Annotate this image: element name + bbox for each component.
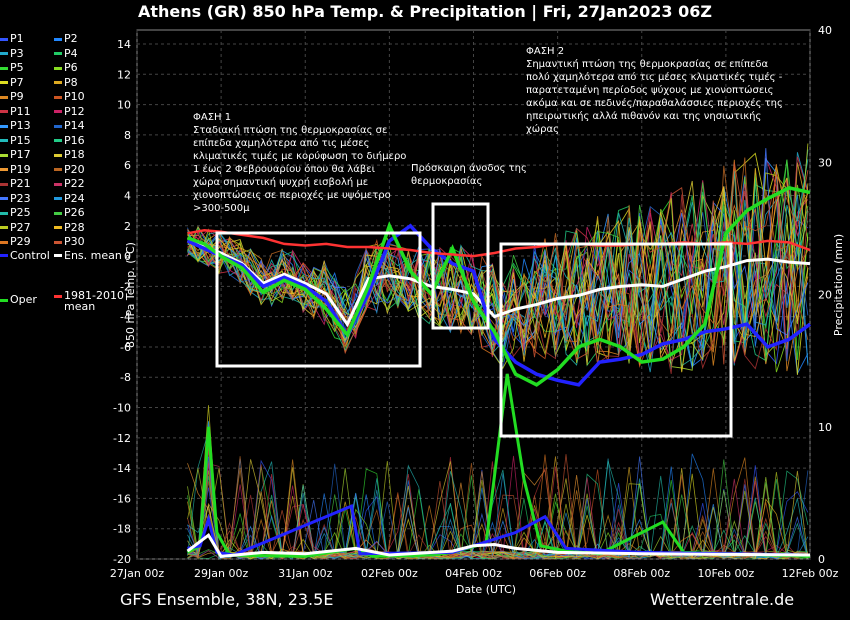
y-tick-label: -8	[120, 371, 131, 384]
x-tick-label: 08Feb 00z	[613, 567, 670, 580]
series-line	[186, 186, 811, 387]
y2-tick-label: 0	[818, 553, 825, 566]
mid-annotation: Πρόσκαιρη άνοδος της θερμοκρασίας	[411, 163, 527, 187]
legend-item: P10	[54, 90, 85, 103]
legend-item: P29	[0, 235, 31, 248]
y-tick-label: 2	[124, 220, 131, 233]
y2-tick-label: 10	[818, 421, 832, 434]
series-line	[186, 223, 812, 387]
legend-item: P24	[54, 192, 85, 205]
annotation-boxes	[215, 202, 733, 438]
y-tick-label: 6	[124, 159, 131, 172]
y2-axis-label: Precipitation (mm)	[832, 234, 845, 336]
y-tick-label: -14	[113, 462, 131, 475]
y-tick-label: 4	[124, 189, 131, 202]
chart-title: Athens (GR) 850 hPa Temp. & Precipitatio…	[138, 2, 712, 21]
main-series	[186, 186, 812, 558]
legend-item: P4	[54, 47, 78, 60]
legend-item: P22	[54, 177, 85, 190]
phase1-box	[215, 231, 422, 368]
x-axis-label: Date (UTC)	[456, 583, 516, 596]
x-tick-label: 29Jan 00z	[194, 567, 248, 580]
x-tick-label: 10Feb 00z	[698, 567, 755, 580]
y-tick-label: -16	[113, 492, 131, 505]
legend-item: P21	[0, 177, 31, 190]
member-precip-line	[187, 456, 809, 560]
y-tick-label: -18	[113, 523, 131, 536]
mid-box	[431, 202, 490, 330]
legend-item: 1981-2010 mean	[54, 290, 124, 312]
legend-item: P28	[54, 221, 85, 234]
member-line	[187, 159, 809, 367]
x-tick-label: 31Jan 00z	[278, 567, 332, 580]
legend-item: P6	[54, 61, 78, 74]
member-precip-line	[187, 459, 809, 560]
y2-tick-label: 30	[818, 156, 832, 169]
footer-source: GFS Ensemble, 38N, 23.5E	[120, 590, 334, 609]
legend-item: P11	[0, 105, 31, 118]
legend-item: P25	[0, 206, 31, 219]
legend-item: P27	[0, 221, 31, 234]
member-line	[187, 176, 809, 373]
y-tick-label: 12	[117, 68, 131, 81]
phase2-annotation: ΦΑΣΗ 2 Σημαντική πτώση της θερμοκρασίας …	[526, 46, 783, 135]
legend-item: P16	[54, 134, 85, 147]
phase1-annotation: ΦΑΣΗ 1 Σταδιακή πτώση της θερμοκρασίας σ…	[193, 112, 407, 214]
legend-item: P26	[54, 206, 85, 219]
legend-item: Oper	[0, 294, 37, 305]
y2-tick-label: 40	[818, 24, 832, 37]
member-precip-line	[187, 454, 809, 560]
y-axis-label: 850 hPa Temp. (°C)	[124, 242, 137, 348]
legend-item: P19	[0, 163, 31, 176]
y-tick-label: 0	[124, 250, 131, 263]
main-precip-line	[186, 532, 811, 558]
member-line	[187, 159, 809, 362]
legend-item: P12	[54, 105, 85, 118]
x-tick-label: 02Feb 00z	[361, 567, 418, 580]
legend-item: P15	[0, 134, 31, 147]
legend-item: P18	[54, 148, 85, 161]
legend-item: P14	[54, 119, 85, 132]
y-tick-label: -20	[113, 553, 131, 566]
y-tick-label: -2	[120, 280, 131, 293]
axis-ticks: -20-18-16-14-12-10-8-6-4-202468101214010…	[110, 24, 839, 580]
legend-item: P9	[0, 90, 24, 103]
x-tick-label: 12Feb 00z	[782, 567, 839, 580]
legend-item: P30	[54, 235, 85, 248]
y-tick-label: 10	[117, 99, 131, 112]
y-tick-label: -10	[113, 402, 131, 415]
legend-item: Control	[0, 250, 50, 261]
footer-site: Wetterzentrale.de	[650, 590, 795, 609]
legend-item: P5	[0, 61, 24, 74]
legend-item: P20	[54, 163, 85, 176]
series-line	[186, 239, 811, 328]
legend-item: P3	[0, 47, 24, 60]
x-tick-label: 27Jan 00z	[110, 567, 164, 580]
legend-item: P17	[0, 148, 31, 161]
legend-item: P7	[0, 76, 24, 89]
y-tick-label: 8	[124, 129, 131, 142]
y-tick-label: 14	[117, 38, 131, 51]
x-tick-label: 04Feb 00z	[445, 567, 502, 580]
x-tick-label: 06Feb 00z	[529, 567, 586, 580]
legend-item: P2	[54, 32, 78, 45]
y-tick-label: -12	[113, 432, 131, 445]
legend-item: P13	[0, 119, 31, 132]
legend-item: P8	[54, 76, 78, 89]
member-line	[187, 162, 809, 365]
y2-tick-label: 20	[818, 289, 832, 302]
legend-item: P23	[0, 192, 31, 205]
phase2-box	[499, 242, 733, 438]
y-tick-label: -4	[120, 311, 131, 324]
member-line	[187, 193, 809, 365]
y-tick-label: -6	[120, 341, 131, 354]
legend-item: P1	[0, 32, 24, 45]
legend-item: Ens. mean	[54, 250, 122, 261]
